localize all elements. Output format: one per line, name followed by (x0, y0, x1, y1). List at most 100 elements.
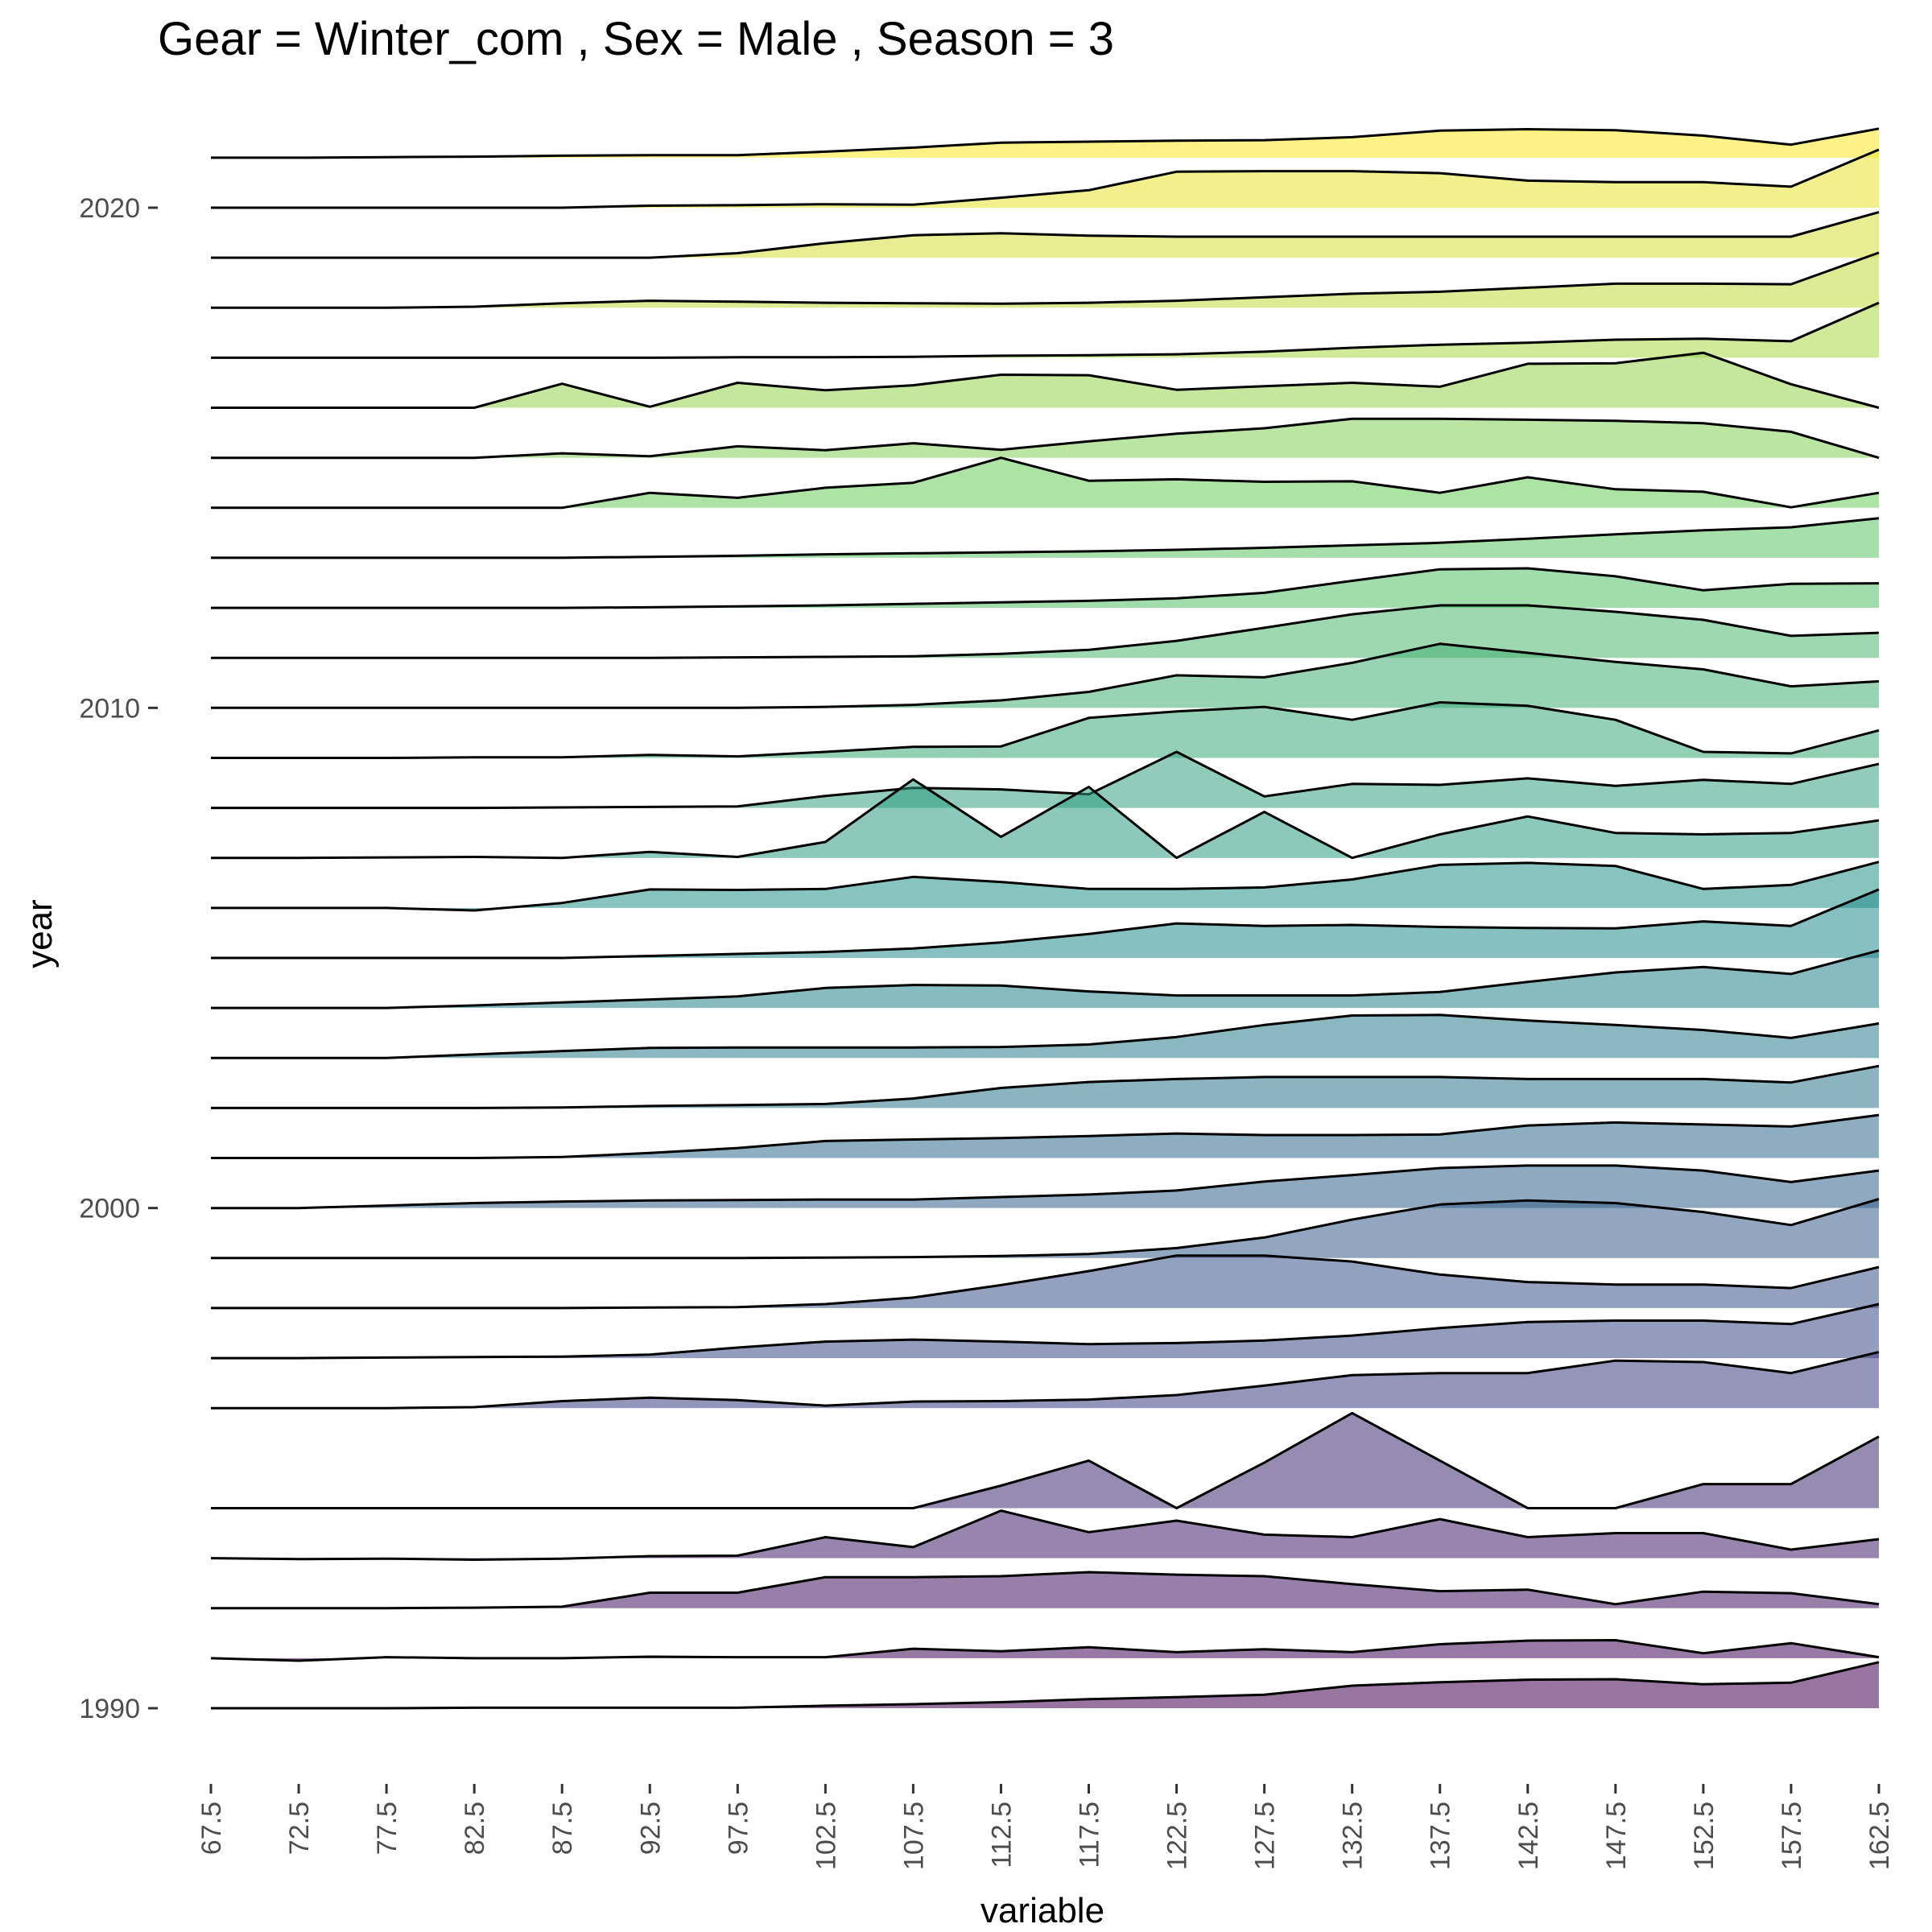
ridge-1990 (211, 1661, 1880, 1710)
ridge-line-2012 (211, 567, 1880, 609)
ridge-line-1994 (211, 1411, 1880, 1509)
x-tick-label: 117.5 (1075, 1802, 1105, 1868)
ridge-line-2014 (211, 456, 1880, 510)
ridge-line-2013 (211, 517, 1880, 559)
ridge-line-2021 (211, 127, 1880, 159)
ridge-area-1992 (211, 1572, 1879, 1608)
ridge-area-1997 (211, 1304, 1879, 1359)
ridge-2006 (211, 861, 1880, 912)
ridge-1994 (211, 1411, 1880, 1509)
ridge-area-2014 (211, 457, 1879, 508)
x-tick-label: 102.5 (811, 1802, 841, 1870)
x-tick-label: 137.5 (1426, 1802, 1456, 1870)
ridge-2000 (211, 1164, 1880, 1210)
y-axis-title: year (20, 899, 60, 968)
ridge-2004 (211, 949, 1880, 1009)
ridges-group (210, 127, 1880, 1710)
ridge-line-1999 (211, 1198, 1880, 1260)
x-tick-label: 142.5 (1513, 1802, 1544, 1870)
x-axis: 67.5 72.5 77.5 82.5 87.5 92.5 97.5 102.5 107.5 11… (196, 1784, 1895, 1870)
ridge-line-1996 (211, 1351, 1880, 1410)
x-tick-label: 112.5 (986, 1802, 1017, 1868)
ridge-line-2018 (211, 251, 1880, 309)
x-tick-label: 107.5 (898, 1802, 929, 1870)
x-tick-label: 152.5 (1689, 1802, 1719, 1870)
ridge-line-2006 (211, 861, 1880, 912)
ridge-line-2009 (211, 701, 1880, 759)
x-tick-label: 132.5 (1338, 1802, 1368, 1870)
ridge-area-2013 (211, 518, 1879, 558)
ridge-line-2004 (211, 949, 1880, 1009)
ridge-2013 (211, 517, 1880, 559)
ridge-1993 (210, 1509, 1880, 1561)
x-tick-label: 92.5 (635, 1802, 666, 1855)
ridge-line-1990 (211, 1661, 1880, 1710)
ridge-2012 (211, 567, 1880, 609)
ridge-2018 (211, 251, 1880, 309)
ridge-2009 (211, 701, 1880, 759)
x-tick-label: 82.5 (460, 1802, 490, 1855)
ridge-2014 (211, 456, 1880, 510)
y-tick-label: 1990 (79, 1694, 140, 1724)
ridge-line-2017 (211, 301, 1880, 359)
ridge-area-1993 (211, 1510, 1879, 1560)
ridge-area-1998 (211, 1255, 1879, 1308)
ridge-area-2016 (211, 353, 1879, 408)
ridge-area-1999 (211, 1199, 1879, 1258)
x-tick-label: 162.5 (1864, 1802, 1895, 1870)
ridge-2017 (211, 301, 1880, 359)
ridge-2010 (211, 642, 1880, 709)
ridge-2019 (211, 211, 1880, 259)
ridge-2016 (211, 351, 1880, 409)
ridge-2002 (211, 1064, 1880, 1109)
ridge-area-2018 (211, 252, 1879, 308)
ridge-area-1990 (211, 1662, 1879, 1708)
x-tick-label: 87.5 (547, 1802, 578, 1855)
ridge-2007 (211, 778, 1880, 860)
y-tick-label: 2010 (79, 693, 140, 724)
ridge-1998 (211, 1254, 1880, 1310)
ridge-2005 (211, 888, 1880, 960)
ridge-1997 (211, 1302, 1880, 1360)
x-tick-label: 157.5 (1777, 1802, 1807, 1870)
x-axis-title: variable (980, 1891, 1104, 1930)
ridge-area-2002 (211, 1066, 1879, 1108)
ridge-line-2005 (211, 888, 1880, 960)
ridge-area-1994 (211, 1413, 1879, 1509)
ridge-2011 (211, 604, 1880, 659)
ridge-area-2005 (211, 889, 1879, 958)
ridge-area-2009 (211, 702, 1879, 758)
x-tick-label: 147.5 (1601, 1802, 1632, 1870)
ridge-2003 (211, 1013, 1880, 1059)
ridge-area-2011 (211, 605, 1879, 658)
ridge-area-2015 (211, 419, 1879, 458)
ridge-2015 (211, 417, 1880, 460)
x-tick-label: 97.5 (723, 1802, 753, 1855)
ridge-line-2020 (211, 148, 1880, 209)
ridge-line-1998 (211, 1254, 1880, 1310)
ridge-1991 (210, 1639, 1880, 1662)
ridge-line-2003 (211, 1013, 1880, 1059)
ridge-2020 (211, 148, 1880, 209)
y-tick-label: 2000 (79, 1194, 140, 1224)
x-tick-label: 127.5 (1250, 1802, 1281, 1870)
ridge-area-2012 (211, 568, 1879, 609)
ridge-area-1996 (211, 1352, 1879, 1409)
ridge-1996 (211, 1351, 1880, 1410)
ridge-2001 (211, 1113, 1880, 1159)
ridge-area-2010 (211, 643, 1879, 708)
ridge-line-2019 (211, 211, 1880, 259)
ridge-area-2017 (211, 303, 1879, 358)
ridge-area-2000 (211, 1165, 1879, 1208)
ridge-2021 (211, 127, 1880, 159)
ridge-line-2007 (211, 778, 1880, 860)
ridge-line-2001 (211, 1113, 1880, 1159)
ridge-line-2000 (211, 1164, 1880, 1210)
ridge-line-2011 (211, 604, 1880, 659)
x-tick-label: 122.5 (1162, 1802, 1193, 1870)
ridge-area-2008 (211, 752, 1879, 808)
x-tick-label: 72.5 (284, 1802, 315, 1855)
ridge-line-2008 (211, 750, 1880, 810)
ridge-area-2004 (211, 950, 1879, 1009)
y-axis: 1990 2000 2010 2020 (79, 193, 158, 1724)
